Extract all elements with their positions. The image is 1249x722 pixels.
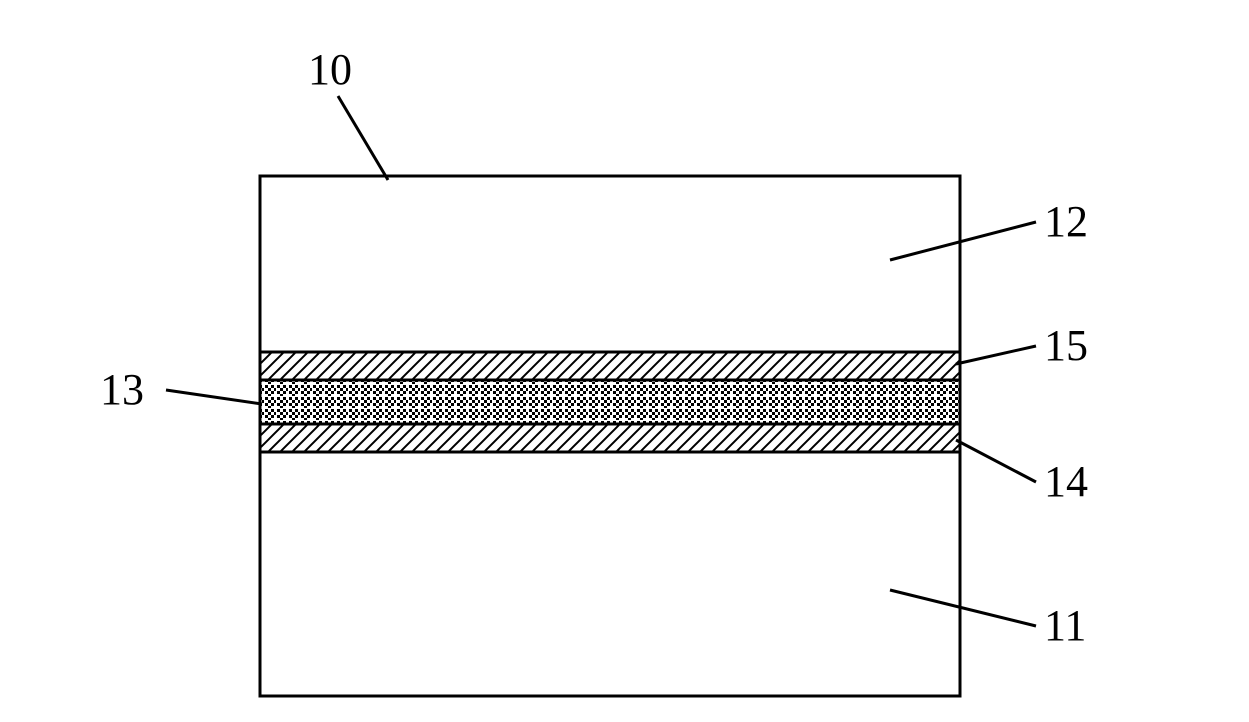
leader-13 <box>166 390 262 404</box>
layer-14 <box>260 424 960 452</box>
leader-10 <box>338 96 388 180</box>
leader-14 <box>956 440 1036 482</box>
label-15: 15 <box>1044 320 1088 371</box>
layer-11 <box>260 452 960 696</box>
label-12: 12 <box>1044 196 1088 247</box>
layer-15 <box>260 352 960 380</box>
label-11: 11 <box>1044 600 1086 651</box>
label-14: 14 <box>1044 456 1088 507</box>
layer-13 <box>260 380 960 424</box>
layer-12 <box>260 176 960 352</box>
leader-15 <box>956 346 1036 364</box>
diagram-container: 10 12 15 13 14 11 <box>0 0 1249 722</box>
label-13: 13 <box>100 364 144 415</box>
label-10: 10 <box>308 44 352 95</box>
